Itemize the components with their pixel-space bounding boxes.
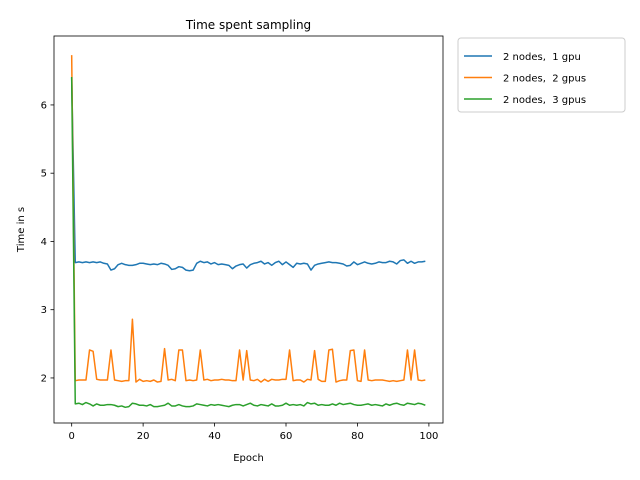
x-tick-label: 20 (137, 431, 150, 442)
plot-lines (70, 55, 426, 409)
legend: 2 nodes, 1 gpu 2 nodes, 2 gpus 2 nodes, 3 … (457, 37, 626, 113)
x-axis: 0 20 40 60 80 100 (68, 423, 438, 442)
series-line-2 (70, 55, 426, 383)
legend-label: 2 nodes, 3 gpus (503, 95, 586, 106)
y-axis-label: Time in s (16, 207, 27, 253)
y-tick-label: 3 (41, 305, 47, 316)
y-tick-label: 2 (41, 373, 47, 384)
x-tick-label: 0 (68, 431, 74, 442)
y-tick-label: 4 (41, 237, 47, 248)
x-tick-label: 40 (208, 431, 221, 442)
chart-title: Time spent sampling (185, 18, 311, 32)
x-tick-label: 80 (351, 431, 364, 442)
y-tick-label: 5 (41, 169, 47, 180)
x-tick-label: 100 (419, 431, 438, 442)
y-tick-label: 6 (41, 100, 47, 111)
legend-label: 2 nodes, 1 gpu (503, 52, 581, 63)
legend-label: 2 nodes, 2 gpus (503, 74, 586, 85)
axes-frame (53, 35, 444, 424)
x-axis-label: Epoch (233, 453, 264, 464)
x-tick-label: 60 (280, 431, 293, 442)
series-line-1 (70, 77, 426, 272)
y-axis: 2 3 4 5 6 (41, 100, 54, 384)
series-line-3 (70, 76, 426, 409)
legend-box (457, 37, 626, 113)
